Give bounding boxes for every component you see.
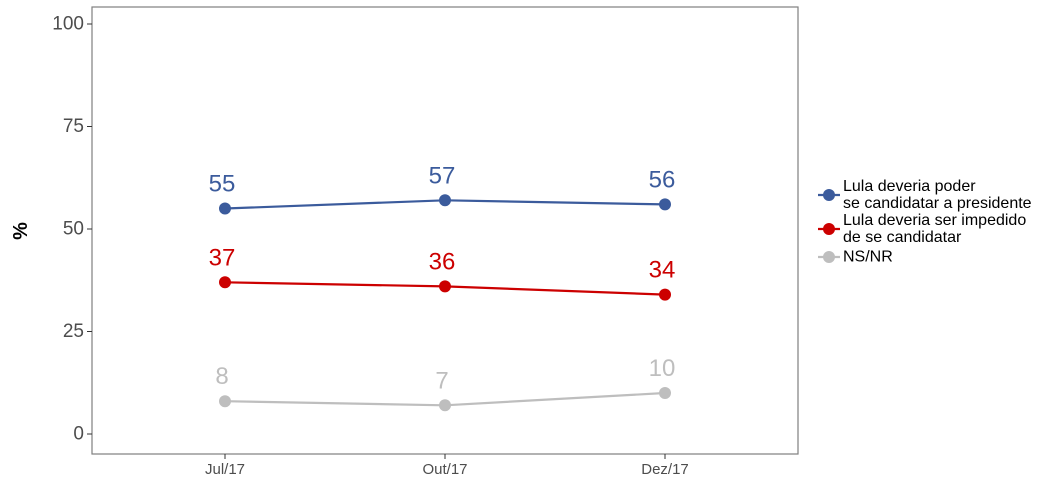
legend-key-point [823, 251, 835, 263]
legend-key-point [823, 189, 835, 201]
y-tick-label: 25 [63, 321, 84, 342]
data-point [659, 288, 671, 301]
y-axis-title: % [10, 222, 32, 240]
y-tick-label: 100 [52, 14, 84, 35]
data-point [439, 399, 451, 412]
data-point [219, 395, 231, 408]
y-tick-label: 0 [73, 424, 84, 445]
y-tick-label: 75 [63, 116, 84, 137]
data-label: 55 [209, 171, 236, 198]
legend-label: de se candidatar [843, 229, 962, 246]
legend-label: Lula deveria ser impedido [843, 212, 1026, 229]
data-label: 34 [649, 257, 676, 284]
data-label: 57 [429, 162, 456, 189]
data-label: 8 [215, 363, 228, 390]
y-tick-label: 50 [63, 219, 84, 240]
x-tick-label: Out/17 [422, 461, 467, 478]
data-point [219, 202, 231, 215]
legend-key-point [823, 223, 835, 235]
x-tick-label: Dez/17 [641, 461, 689, 478]
data-point [439, 280, 451, 293]
data-point [659, 387, 671, 399]
x-tick-label: Jul/17 [205, 461, 245, 478]
legend-label: Lula deveria poder [843, 178, 976, 195]
data-point [219, 276, 231, 289]
data-point [439, 194, 451, 207]
data-label: 10 [649, 355, 676, 382]
data-label: 56 [649, 166, 676, 193]
data-point [659, 198, 671, 211]
legend-label: NS/NR [843, 249, 893, 266]
data-label: 37 [209, 244, 236, 271]
data-label: 36 [429, 248, 456, 275]
legend-label: se candidatar a presidente [843, 195, 1032, 212]
data-label: 7 [435, 367, 448, 394]
